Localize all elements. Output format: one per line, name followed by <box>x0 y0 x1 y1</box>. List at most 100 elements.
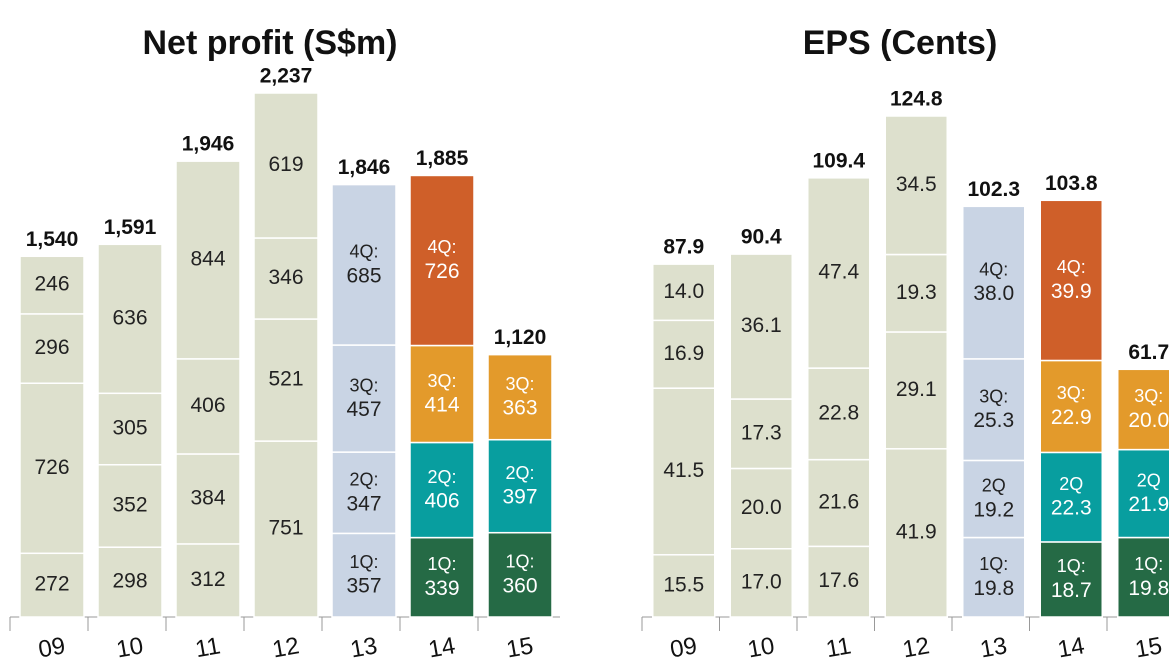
segment-label: 844 <box>190 248 225 271</box>
segment-tag: 1Q: <box>1134 554 1163 574</box>
total-label: 1,946 <box>182 133 235 156</box>
bar-segment <box>807 367 871 461</box>
segment-label: 298 <box>112 570 147 593</box>
bar-segment <box>807 177 871 369</box>
x-tick-label: 09 <box>36 632 67 663</box>
segment-tag: 2Q <box>1137 470 1161 490</box>
bar-segment <box>1117 536 1169 618</box>
segment-label: 352 <box>112 494 147 517</box>
bar-segment <box>962 536 1026 618</box>
segment-label: 726 <box>34 456 69 479</box>
bar-segment <box>1117 448 1169 539</box>
bar-segment <box>97 546 163 618</box>
x-tick-label: 13 <box>978 632 1009 663</box>
segment-label: 414 <box>424 394 459 417</box>
segment-label: 296 <box>34 336 69 359</box>
total-label: 1,540 <box>26 228 79 251</box>
bar-segment <box>884 253 948 333</box>
segment-tag: 2Q <box>1059 474 1083 494</box>
bar-segment <box>1039 359 1103 454</box>
bar-segment <box>1039 541 1103 618</box>
segment-label: 406 <box>424 490 459 513</box>
bar-segment <box>807 458 871 548</box>
chart-title: EPS (Cents) <box>803 24 998 62</box>
segment-tag: 4Q: <box>349 242 378 262</box>
segment-tag: 1Q: <box>505 552 534 572</box>
total-label: 1,591 <box>104 216 157 239</box>
segment-label: 457 <box>346 398 381 421</box>
segment-label: 619 <box>268 153 303 176</box>
segment-label: 305 <box>112 417 147 440</box>
bar-segment <box>409 536 475 618</box>
segment-label: 22.3 <box>1051 497 1092 520</box>
segment-label: 19.3 <box>896 281 937 304</box>
x-tick-label: 14 <box>1056 632 1087 663</box>
segment-label: 20.0 <box>741 496 782 519</box>
segment-label: 47.4 <box>818 261 859 284</box>
segment-tag: 1Q: <box>1057 556 1086 576</box>
segment-label: 38.0 <box>973 282 1014 305</box>
chart-title: Net profit (S$m) <box>143 24 398 62</box>
x-tick-label: 12 <box>270 632 301 663</box>
segment-tag: 3Q: <box>505 374 534 394</box>
segment-tag: 2Q: <box>505 463 534 483</box>
bar-segment <box>175 160 241 360</box>
segment-label: 397 <box>502 486 537 509</box>
segment-label: 22.9 <box>1051 406 1092 429</box>
segment-label: 22.8 <box>818 401 859 424</box>
total-label: 102.3 <box>967 178 1020 201</box>
bar-segment <box>19 313 85 384</box>
bar-segment <box>331 183 397 346</box>
segment-label: 39.9 <box>1051 280 1092 303</box>
x-tick-label: 15 <box>504 632 535 663</box>
segment-tag: 4Q: <box>427 237 456 257</box>
segment-label: 34.5 <box>896 173 937 196</box>
segment-label: 246 <box>34 273 69 296</box>
bar-segment <box>807 545 871 618</box>
segment-label: 363 <box>502 397 537 420</box>
segment-label: 312 <box>190 568 225 591</box>
x-tick-label: 13 <box>348 632 379 663</box>
bar-segment <box>19 255 85 315</box>
bar-segment <box>729 548 793 618</box>
segment-label: 17.3 <box>741 421 782 444</box>
total-label: 2,237 <box>260 65 313 88</box>
segment-label: 384 <box>190 486 225 509</box>
bar-segment <box>962 205 1026 360</box>
total-label: 109.4 <box>812 149 865 172</box>
bar-segment <box>487 531 553 618</box>
bar-segment <box>331 344 397 453</box>
segment-tag: 1Q: <box>427 554 456 574</box>
bar-segment <box>409 174 475 347</box>
x-tick-label: 09 <box>668 632 699 663</box>
bar-segment <box>1117 368 1169 451</box>
total-label: 90.4 <box>741 226 782 249</box>
segment-label: 14.0 <box>663 280 704 303</box>
segment-label: 18.7 <box>1051 579 1092 602</box>
segment-tag: 3Q: <box>427 371 456 391</box>
bar-segment <box>97 392 163 466</box>
bar-segment <box>652 554 716 618</box>
segment-label: 272 <box>34 573 69 596</box>
x-tick-label: 10 <box>114 632 145 663</box>
segment-label: 357 <box>346 575 381 598</box>
segment-label: 16.9 <box>663 342 704 365</box>
total-label: 124.8 <box>890 88 943 111</box>
segment-tag: 2Q <box>982 476 1006 496</box>
segment-label: 36.1 <box>741 314 782 337</box>
bar-segment <box>331 532 397 618</box>
segment-tag: 3Q: <box>1134 386 1163 406</box>
segment-tag: 3Q: <box>349 375 378 395</box>
bar-segment <box>729 467 793 550</box>
segment-tag: 3Q: <box>979 386 1008 406</box>
bar-segment <box>652 263 716 322</box>
bar-segment <box>729 398 793 470</box>
segment-label: 346 <box>268 266 303 289</box>
bar-segment <box>253 237 319 320</box>
bar-segment <box>487 353 553 441</box>
bar-segment <box>652 319 716 389</box>
segment-label: 19.8 <box>973 577 1014 600</box>
x-tick-label: 14 <box>426 632 457 663</box>
bar-segment <box>253 92 319 239</box>
segment-label: 15.5 <box>663 573 704 596</box>
